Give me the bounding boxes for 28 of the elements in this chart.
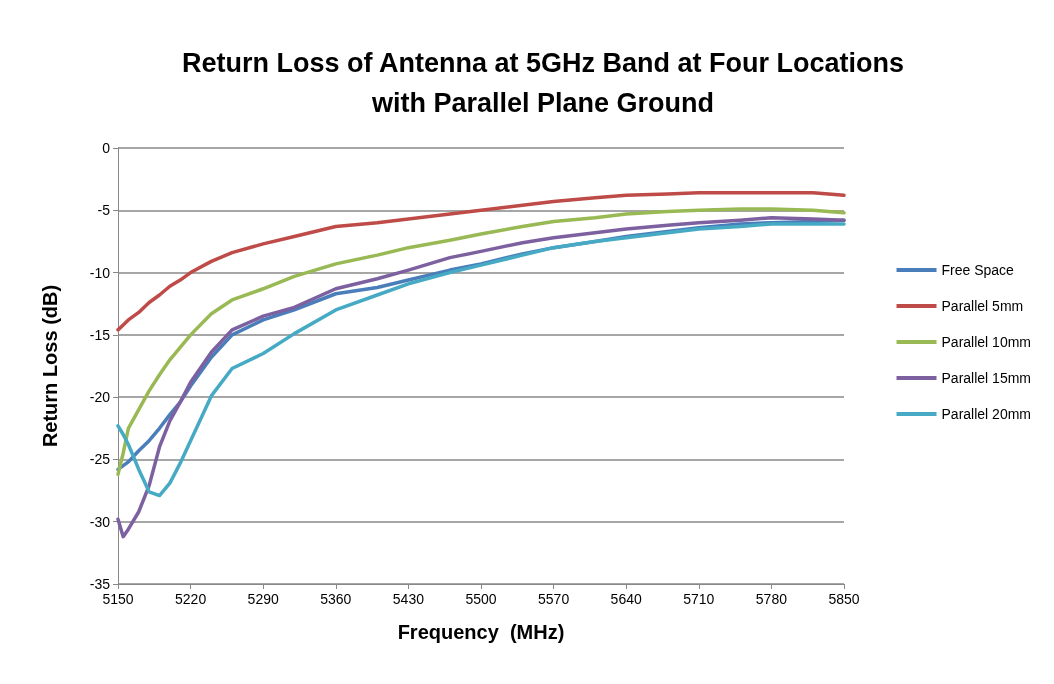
y-tick-label: -10 [89, 264, 111, 281]
x-tick-label: 5360 [320, 591, 352, 607]
chart-title: Return Loss of Antenna at 5GHz Band at Four Locations with Parallel Plane Ground [181, 48, 905, 118]
y-tick-label: -15 [89, 326, 111, 343]
x-tick-label: 5640 [610, 591, 642, 607]
y-tick-label: -30 [89, 513, 111, 530]
x-axis-title: Frequency (MHz) [397, 621, 565, 643]
x-tick-label: 5150 [102, 591, 134, 607]
line-series [116, 191, 846, 332]
x-tick-label: 5220 [175, 591, 207, 607]
x-tick-label: 5570 [538, 591, 570, 607]
x-tick-label: 5780 [755, 591, 788, 607]
x-tick-label: 5290 [247, 591, 279, 607]
legend-label: Parallel 15mm [941, 370, 1032, 386]
y-tick-label: -20 [89, 389, 111, 406]
legend-label: Parallel 20mm [941, 406, 1032, 422]
y-axis-title: Return Loss (dB) [39, 284, 61, 448]
y-tick-label: -5 [97, 202, 111, 219]
x-tick-label: 5710 [683, 591, 715, 607]
legend-label: Parallel 10mm [941, 334, 1032, 350]
y-tick-label: -25 [89, 451, 111, 468]
x-tick-label: 5430 [392, 591, 425, 607]
y-tick-label: -35 [89, 576, 111, 592]
legend-label: Free Space [941, 262, 1015, 278]
y-tick-label: 0 [102, 140, 111, 156]
x-tick-label: 5500 [465, 591, 497, 607]
legend-label: Parallel 5mm [941, 298, 1024, 314]
x-tick-label: 5850 [828, 591, 860, 607]
